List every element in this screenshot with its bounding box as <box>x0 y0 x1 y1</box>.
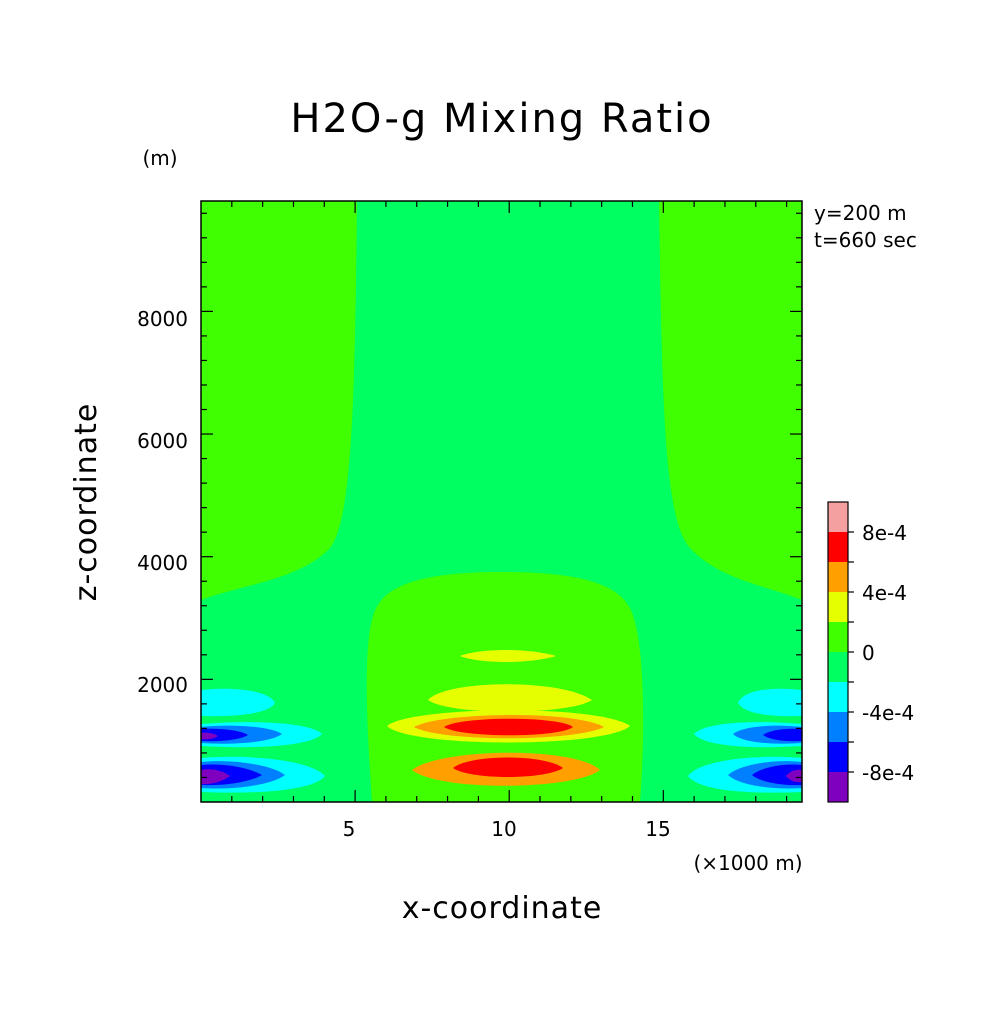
colorbar-label: 8e-4 <box>862 521 907 545</box>
y-axis-title: z-coordinate <box>69 403 104 602</box>
x-unit-label: (×1000 m) <box>693 851 802 875</box>
colorbar-swatch <box>828 712 848 742</box>
x-tick-label: 5 <box>343 817 356 841</box>
contour-regions <box>201 201 802 802</box>
x-axis-title: x-coordinate <box>402 891 603 926</box>
x-tick-label: 15 <box>645 817 670 841</box>
contour-region-upper-left-positive <box>201 201 357 600</box>
colorbar <box>827 501 854 803</box>
contour-region-right-blue-1 <box>763 728 802 742</box>
contour-region-upper-right-positive <box>659 201 802 600</box>
axis-ticks <box>201 201 802 802</box>
colorbar-swatch <box>828 532 848 562</box>
colorbar-swatch <box>828 682 848 712</box>
colorbar-swatch <box>828 622 848 652</box>
contour-region-right-purple <box>786 769 802 783</box>
y-tick-label: 8000 <box>137 307 188 331</box>
contour-region-core-band-yellow-1 <box>460 650 556 662</box>
colorbar-swatch <box>828 562 848 592</box>
colorbar-label: 0 <box>862 641 875 665</box>
contour-region-core-band-yellow-2 <box>428 684 592 712</box>
contour-region-left-purple-2 <box>201 732 218 740</box>
contour-region-core-band-red-2 <box>453 757 563 777</box>
chart-title: H2O-g Mixing Ratio <box>290 96 713 142</box>
contour-region-left-cyan-1 <box>201 688 275 717</box>
colorbar-swatch <box>828 742 848 772</box>
colorbar-swatch <box>828 772 848 802</box>
plot-frame <box>200 200 803 803</box>
contour-region-right-blue-2 <box>752 764 802 786</box>
colorbar-label: -8e-4 <box>862 761 914 785</box>
colorbar-label: -4e-4 <box>862 701 914 725</box>
x-tick-label: 10 <box>491 817 516 841</box>
colorbar-swatch <box>828 652 848 682</box>
contour-region-core-band-red-1 <box>444 718 573 736</box>
colorbar-swatch <box>828 592 848 622</box>
colorbar-swatch <box>828 502 848 532</box>
y-tick-label: 4000 <box>137 551 188 575</box>
y-tick-label: 2000 <box>137 673 188 697</box>
y-tick-label: 6000 <box>137 429 188 453</box>
y-unit-label: (m) <box>142 146 177 170</box>
annotation-t: t=660 sec <box>814 228 917 252</box>
annotation-y: y=200 m <box>814 201 907 225</box>
colorbar-label: 4e-4 <box>862 581 907 605</box>
contour-region-left-purple <box>201 769 230 785</box>
contour-region-right-cyan-1 <box>738 688 802 717</box>
